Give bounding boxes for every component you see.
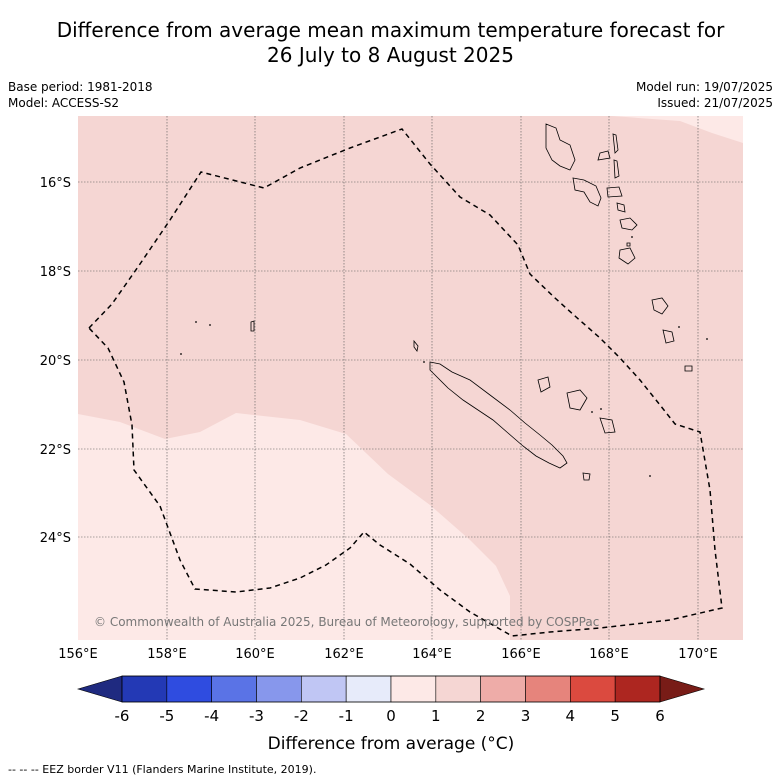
colorbar-tick-label: -6 bbox=[115, 707, 130, 725]
lon-label-164e: 164°E bbox=[412, 647, 452, 662]
colorbar-tick-label: -4 bbox=[204, 707, 219, 725]
meta-right: Model run: 19/07/2025 Issued: 21/07/2025 bbox=[636, 79, 773, 111]
colorbar-outline bbox=[121, 675, 661, 703]
colorbar-tick-label: 1 bbox=[431, 707, 441, 725]
lon-label-158e: 158°E bbox=[147, 647, 187, 662]
island-espiritu-santo bbox=[545, 123, 576, 171]
colorbar-cell bbox=[166, 675, 212, 703]
colorbar-tick-label: 5 bbox=[610, 707, 620, 725]
colorbar-tick-label: -2 bbox=[294, 707, 309, 725]
island-lifou bbox=[566, 389, 588, 411]
colorbar-cell bbox=[256, 675, 302, 703]
island-new-caledonia bbox=[429, 361, 568, 469]
island-erromango bbox=[618, 247, 636, 265]
colorbar-tick-label: -5 bbox=[159, 707, 174, 725]
lat-label-24s: 24°S bbox=[40, 531, 71, 546]
island-efate bbox=[619, 217, 638, 231]
latitude-labels: 16°S 18°S 20°S 22°S 24°S bbox=[40, 176, 71, 546]
eez-legend-text: -- -- -- EEZ border V11 (Flanders Marine… bbox=[8, 763, 317, 776]
lon-label-156e: 156°E bbox=[58, 647, 98, 662]
base-period-text: Base period: 1981-2018 bbox=[8, 80, 153, 94]
issued-text: Issued: 21/07/2025 bbox=[657, 96, 773, 110]
colorbar-cell bbox=[480, 675, 526, 703]
colorbar-tick-label: 4 bbox=[566, 707, 576, 725]
reef-dots bbox=[180, 236, 708, 477]
island-malo bbox=[597, 150, 611, 161]
coastlines bbox=[250, 123, 693, 481]
island-belep bbox=[413, 339, 419, 352]
colorbar-cell bbox=[435, 675, 481, 703]
model-text: Model: ACCESS-S2 bbox=[8, 96, 120, 110]
colorbar-cell bbox=[390, 675, 437, 703]
lat-label-20s: 20°S bbox=[40, 354, 71, 369]
lon-label-162e: 162°E bbox=[324, 647, 364, 662]
colorbar-tick-label: -3 bbox=[249, 707, 264, 725]
copyright-text: © Commonwealth of Australia 2025, Bureau… bbox=[94, 615, 599, 629]
title-line-1: Difference from average mean maximum tem… bbox=[56, 18, 725, 42]
anomaly-band-0-1-corner bbox=[609, 116, 743, 143]
lon-label-160e: 160°E bbox=[235, 647, 275, 662]
colorbar-cell bbox=[301, 675, 347, 703]
colorbar-ticks: -6 -5 -4 -3 -2 -1 0 1 2 3 4 5 6 bbox=[115, 707, 665, 725]
anomaly-band-0-1 bbox=[78, 413, 510, 640]
colorbar-tick-label: 6 bbox=[655, 707, 665, 725]
map-area: © Commonwealth of Australia 2025, Bureau… bbox=[78, 116, 743, 640]
lon-label-166e: 166°E bbox=[501, 647, 541, 662]
lat-label-18s: 18°S bbox=[40, 265, 71, 280]
colorbar-extend-high bbox=[659, 675, 706, 703]
island-ambrym bbox=[606, 186, 623, 198]
colorbar-cell bbox=[121, 675, 168, 703]
colorbar-tick-label: -1 bbox=[339, 707, 354, 725]
model-run-text: Model run: 19/07/2025 bbox=[635, 80, 773, 94]
island-tanna bbox=[626, 242, 631, 247]
island-mare bbox=[599, 417, 616, 434]
colorbar-cell bbox=[570, 675, 616, 703]
colorbar: -6 -5 -4 -3 -2 -1 0 1 2 3 4 5 6 Difference from aver… bbox=[76, 675, 706, 754]
island-maewo bbox=[612, 133, 619, 154]
chart-title: Difference from average mean maximum tem… bbox=[0, 18, 781, 68]
island-isle-of-pines bbox=[582, 472, 591, 481]
island-matthew bbox=[651, 297, 669, 315]
colorbar-cell bbox=[211, 675, 257, 703]
colorbar-tick-label: 0 bbox=[386, 707, 396, 725]
eez-border bbox=[87, 128, 723, 637]
graticule bbox=[78, 116, 743, 640]
colorbar-extend-low bbox=[76, 675, 123, 703]
colorbar-tick-label: 2 bbox=[476, 707, 486, 725]
lat-label-16s: 16°S bbox=[40, 176, 71, 191]
colorbar-cell bbox=[614, 675, 661, 703]
island-ouvea bbox=[537, 376, 551, 393]
title-line-2: 26 July to 8 August 2025 bbox=[267, 43, 514, 67]
colorbar-label: Difference from average (°C) bbox=[268, 734, 515, 754]
island-malakula bbox=[572, 177, 602, 207]
lon-label-170e: 170°E bbox=[678, 647, 718, 662]
colorbar-tick-label: 3 bbox=[521, 707, 531, 725]
island-epi bbox=[616, 202, 626, 213]
colorbar-cell bbox=[345, 675, 392, 703]
island-chesterfield bbox=[250, 320, 255, 332]
longitude-labels: 156°E 158°E 160°E 162°E 164°E 166°E 168°… bbox=[58, 647, 718, 662]
lon-label-168e: 168°E bbox=[589, 647, 629, 662]
island-hunter bbox=[662, 329, 675, 344]
colorbar-cell bbox=[525, 675, 571, 703]
meta-left: Base period: 1981-2018 Model: ACCESS-S2 bbox=[8, 79, 153, 111]
colorbar-cells bbox=[121, 675, 661, 703]
lat-label-22s: 22°S bbox=[40, 443, 71, 458]
island-walpole bbox=[684, 365, 693, 372]
island-pentecost bbox=[613, 159, 620, 179]
